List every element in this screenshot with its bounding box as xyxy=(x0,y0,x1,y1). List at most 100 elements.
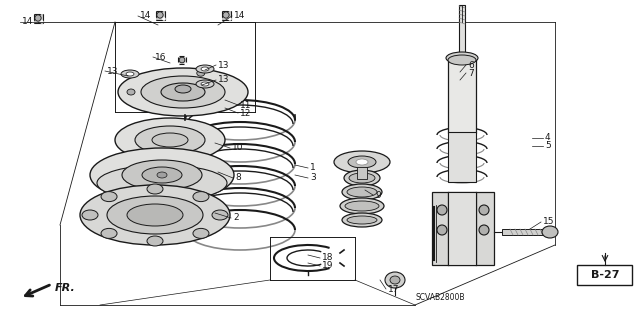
Ellipse shape xyxy=(228,8,232,12)
Text: B-27: B-27 xyxy=(591,270,620,280)
Text: 1: 1 xyxy=(310,164,316,173)
Text: 18: 18 xyxy=(322,254,333,263)
Text: 13: 13 xyxy=(218,76,230,85)
Ellipse shape xyxy=(437,225,447,235)
Text: 13: 13 xyxy=(107,66,118,76)
Bar xyxy=(357,167,367,179)
Ellipse shape xyxy=(90,148,234,202)
Ellipse shape xyxy=(184,55,188,58)
Text: 12: 12 xyxy=(240,108,252,117)
Bar xyxy=(222,11,231,20)
Ellipse shape xyxy=(448,55,476,65)
Ellipse shape xyxy=(212,210,228,220)
Bar xyxy=(448,58,476,133)
Ellipse shape xyxy=(179,57,185,63)
Text: 5: 5 xyxy=(545,142,551,151)
Ellipse shape xyxy=(40,20,44,24)
Ellipse shape xyxy=(390,276,400,284)
Ellipse shape xyxy=(219,8,223,12)
Ellipse shape xyxy=(348,156,376,168)
Text: SCVAB2800B: SCVAB2800B xyxy=(415,293,465,302)
Ellipse shape xyxy=(121,70,139,78)
Ellipse shape xyxy=(40,11,44,15)
Ellipse shape xyxy=(193,228,209,238)
Ellipse shape xyxy=(153,8,157,12)
Text: 13: 13 xyxy=(218,61,230,70)
Ellipse shape xyxy=(147,184,163,194)
Ellipse shape xyxy=(193,192,209,202)
Ellipse shape xyxy=(342,213,382,227)
Text: 6: 6 xyxy=(468,61,474,70)
Bar xyxy=(448,192,476,265)
Text: 10: 10 xyxy=(232,144,243,152)
Ellipse shape xyxy=(347,216,377,224)
Ellipse shape xyxy=(153,17,157,21)
Ellipse shape xyxy=(349,173,375,183)
Ellipse shape xyxy=(141,76,225,108)
Ellipse shape xyxy=(201,67,209,71)
Ellipse shape xyxy=(479,225,489,235)
Text: 3: 3 xyxy=(310,174,316,182)
Ellipse shape xyxy=(127,204,183,226)
Ellipse shape xyxy=(31,11,35,15)
Ellipse shape xyxy=(385,272,405,288)
Ellipse shape xyxy=(196,70,205,76)
Text: 8: 8 xyxy=(235,174,241,182)
Ellipse shape xyxy=(223,12,229,18)
Ellipse shape xyxy=(342,184,382,200)
Ellipse shape xyxy=(31,20,35,24)
Ellipse shape xyxy=(177,55,180,58)
Bar xyxy=(577,265,632,285)
Ellipse shape xyxy=(122,160,202,190)
Ellipse shape xyxy=(196,80,214,88)
Ellipse shape xyxy=(162,17,166,21)
Ellipse shape xyxy=(219,17,223,21)
Bar xyxy=(178,56,186,64)
Ellipse shape xyxy=(82,210,98,220)
Ellipse shape xyxy=(101,228,117,238)
Text: 16: 16 xyxy=(155,53,166,62)
Text: 15: 15 xyxy=(543,218,554,226)
Text: 9: 9 xyxy=(375,190,381,199)
Ellipse shape xyxy=(201,82,209,86)
Ellipse shape xyxy=(80,185,230,245)
Ellipse shape xyxy=(542,226,558,238)
Ellipse shape xyxy=(152,133,188,147)
Ellipse shape xyxy=(162,8,166,12)
Ellipse shape xyxy=(142,167,182,183)
Ellipse shape xyxy=(340,198,384,214)
Text: 11: 11 xyxy=(240,100,252,109)
Text: 14: 14 xyxy=(140,11,152,20)
Ellipse shape xyxy=(437,205,447,215)
Ellipse shape xyxy=(101,192,117,202)
Ellipse shape xyxy=(107,196,203,234)
Bar xyxy=(432,192,494,265)
Ellipse shape xyxy=(157,172,167,178)
Text: 17: 17 xyxy=(388,285,399,293)
Ellipse shape xyxy=(126,72,134,76)
Bar xyxy=(459,5,465,60)
Text: 14: 14 xyxy=(22,18,33,26)
Ellipse shape xyxy=(479,205,489,215)
Ellipse shape xyxy=(177,63,180,66)
Bar xyxy=(156,11,165,20)
Text: 19: 19 xyxy=(322,262,333,271)
Ellipse shape xyxy=(446,52,478,64)
Ellipse shape xyxy=(115,118,225,162)
Ellipse shape xyxy=(334,151,390,173)
Ellipse shape xyxy=(228,17,232,21)
Text: 4: 4 xyxy=(545,133,550,143)
Text: 7: 7 xyxy=(468,69,474,78)
Ellipse shape xyxy=(196,65,214,73)
Ellipse shape xyxy=(345,201,379,211)
Ellipse shape xyxy=(184,63,188,66)
Ellipse shape xyxy=(347,187,377,197)
Ellipse shape xyxy=(157,12,163,18)
Ellipse shape xyxy=(135,126,205,154)
Ellipse shape xyxy=(127,89,135,95)
Text: 14: 14 xyxy=(234,11,245,20)
Ellipse shape xyxy=(161,83,205,101)
Ellipse shape xyxy=(35,15,41,21)
Text: FR.: FR. xyxy=(55,283,76,293)
Bar xyxy=(34,14,43,23)
